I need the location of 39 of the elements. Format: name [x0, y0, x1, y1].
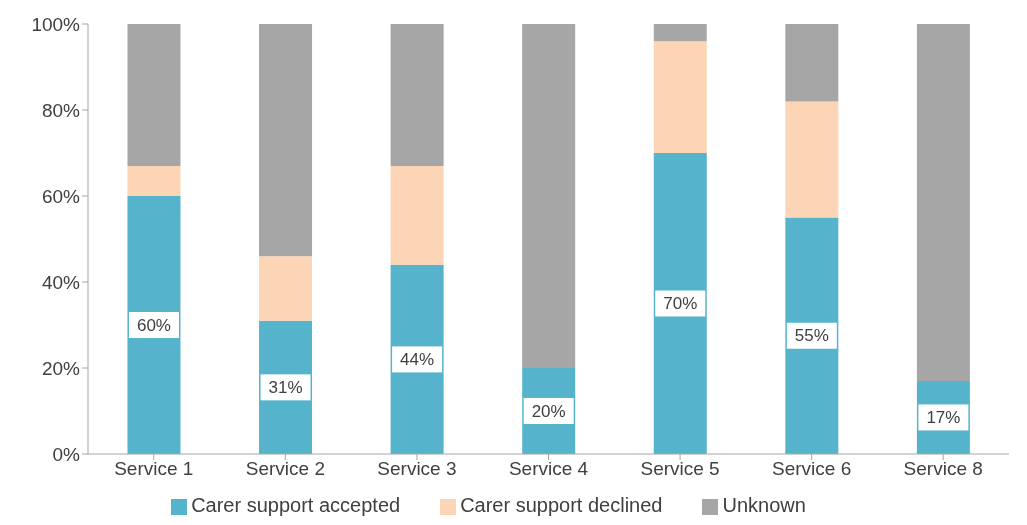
- data-label: 55%: [794, 326, 829, 346]
- bar: [390, 264, 444, 454]
- data-label: 20%: [531, 401, 566, 421]
- data-label: 17%: [926, 407, 961, 427]
- y-tick-label: 40%: [41, 271, 81, 293]
- data-label: 31%: [268, 377, 303, 397]
- x-tick-label: Service 4: [508, 458, 589, 480]
- bar: [785, 217, 839, 454]
- bar: [259, 24, 313, 257]
- bar: [653, 153, 707, 454]
- bar: [127, 165, 181, 196]
- bar: [785, 101, 839, 218]
- y-tick-label: 80%: [41, 99, 81, 121]
- x-tick-label: Service 2: [245, 458, 325, 480]
- legend-label: Carer support accepted: [191, 494, 401, 516]
- bar: [653, 41, 707, 153]
- x-tick-label: Service 1: [114, 458, 194, 480]
- x-tick-label: Service 3: [377, 458, 457, 480]
- y-tick-label: 20%: [41, 357, 81, 379]
- y-tick-label: 100%: [31, 13, 81, 35]
- x-tick-label: Service 5: [640, 458, 720, 480]
- data-label: 70%: [663, 294, 698, 313]
- bar: [390, 165, 444, 265]
- y-tick-label: 60%: [41, 185, 81, 207]
- bar: [653, 24, 707, 42]
- legend-label: Unknown: [722, 494, 806, 516]
- data-label: 60%: [136, 315, 171, 335]
- y-tick-label: 0%: [52, 443, 81, 465]
- x-tick-label: Service 6: [772, 458, 852, 480]
- data-label: 44%: [400, 349, 435, 369]
- legend-label: Carer support declined: [460, 494, 663, 516]
- bar: [259, 256, 313, 321]
- bar: [127, 24, 181, 166]
- bar: [522, 24, 576, 368]
- bar: [390, 24, 444, 166]
- bar: [785, 24, 839, 102]
- bar: [127, 196, 181, 454]
- x-tick-label: Service 8: [903, 458, 983, 480]
- bar: [916, 24, 970, 381]
